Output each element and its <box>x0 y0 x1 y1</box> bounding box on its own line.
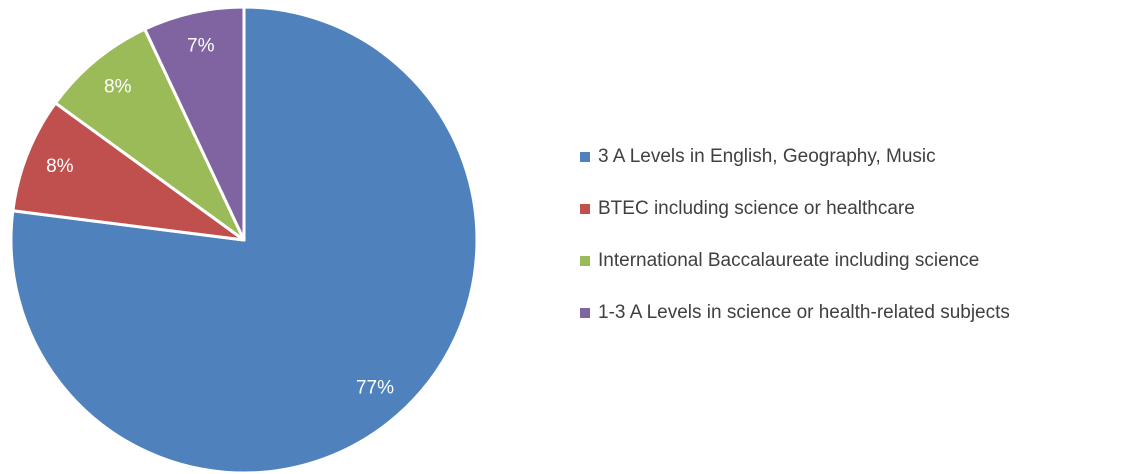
legend-label: 3 A Levels in English, Geography, Music <box>598 146 936 167</box>
legend-label: BTEC including science or healthcare <box>598 198 915 219</box>
slice-label: 8% <box>46 156 74 177</box>
legend-swatch <box>580 308 590 318</box>
legend-label: 1-3 A Levels in science or health-relate… <box>598 302 1010 323</box>
legend-swatch <box>580 152 590 162</box>
slice-label: 8% <box>104 76 132 97</box>
slice-label: 7% <box>187 36 215 57</box>
legend-swatch <box>580 204 590 214</box>
legend-swatch <box>580 256 590 266</box>
slice-label: 77% <box>356 378 394 399</box>
legend-label: International Baccalaureate including sc… <box>598 250 979 271</box>
pie-slice <box>11 101 246 242</box>
pie-slice <box>143 5 246 242</box>
pie-slice <box>53 27 246 242</box>
